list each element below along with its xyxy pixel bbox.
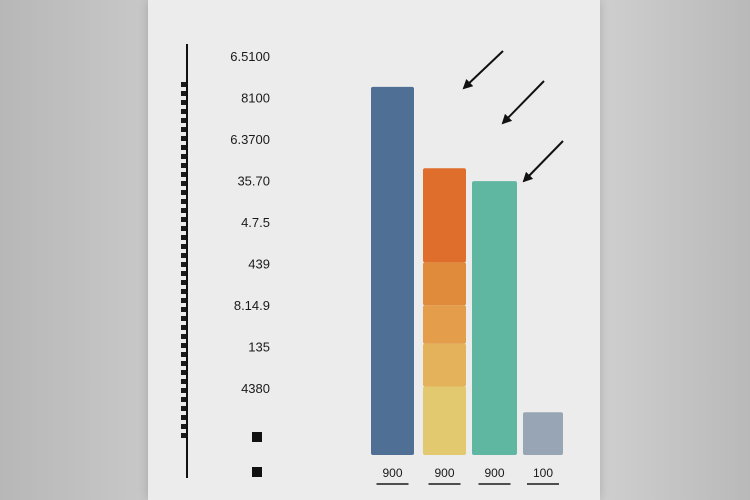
y-tick-label: 439 (248, 257, 270, 272)
x-tick-label: 900 (434, 466, 454, 480)
y-tick-labels: 6.5100 8100 6.3700 35.70 4.7.5 439 8.14.9 135 43… (230, 49, 270, 396)
axis-tick-mark (181, 307, 186, 312)
bar-segment (423, 305, 466, 344)
y-tick-label: 35.70 (237, 174, 270, 189)
axis-tick-mark (181, 118, 186, 123)
y-tick-label: 135 (248, 340, 270, 355)
axis-tick-mark (181, 370, 186, 375)
axis-tick-mark (181, 163, 186, 168)
axis-tick-mark (181, 100, 186, 105)
axis-tick-mark (181, 415, 186, 420)
legend-marker (252, 467, 262, 477)
axis-tick-mark (181, 325, 186, 330)
axis-tick-mark (181, 109, 186, 114)
bar-segment (423, 262, 466, 306)
axis-tick-mark (181, 208, 186, 213)
axis-tick-mark (181, 136, 186, 141)
axis-tick-mark (181, 352, 186, 357)
y-tick-label: 4.7.5 (241, 215, 270, 230)
axis-tick-mark (181, 388, 186, 393)
axis-tick-mark (181, 244, 186, 249)
axis-tick-mark (181, 199, 186, 204)
axis-tick-mark (181, 379, 186, 384)
axis-tick-mark (181, 262, 186, 267)
axis-tick-mark (181, 433, 186, 438)
annotation-arrow (462, 50, 504, 90)
axis-tick-mark (181, 190, 186, 195)
x-tick-label: 900 (382, 466, 402, 480)
x-tick-labels: 900 900 900 100 (376, 466, 559, 485)
x-tick-label: 100 (533, 466, 553, 480)
legend-marker (252, 432, 262, 442)
bar-segment (423, 343, 466, 387)
bar-segment (423, 386, 466, 455)
annotation-arrow (522, 140, 564, 183)
axis-tick-mark (181, 397, 186, 402)
axis-tick-mark (181, 145, 186, 150)
axis-tick-mark (181, 271, 186, 276)
y-tick-label: 6.3700 (230, 132, 270, 147)
axis-tick-mark (181, 82, 186, 87)
x-tick-label: 900 (484, 466, 504, 480)
background-right (600, 0, 750, 500)
y-tick-label: 4380 (241, 381, 270, 396)
y-axis-marks (181, 82, 186, 438)
axis-tick-mark (181, 424, 186, 429)
bars (371, 86, 563, 456)
axis-tick-mark (181, 91, 186, 96)
bar-segment (371, 86, 414, 456)
bar-segment (523, 412, 563, 455)
axis-tick-mark (181, 316, 186, 321)
axis-tick-mark (181, 127, 186, 132)
axis-tick-mark (181, 298, 186, 303)
axis-tick-mark (181, 154, 186, 159)
bar-segment (423, 168, 466, 263)
background-left (0, 0, 148, 500)
axis-tick-mark (181, 280, 186, 285)
axis-tick-mark (181, 343, 186, 348)
axis-tick-mark (181, 217, 186, 222)
y-tick-label: 8100 (241, 91, 270, 106)
annotation-arrow (501, 80, 545, 125)
axis-tick-mark (181, 289, 186, 294)
axis-tick-mark (181, 334, 186, 339)
axis-tick-mark (181, 361, 186, 366)
axis-tick-mark (181, 253, 186, 258)
axis-tick-mark (181, 406, 186, 411)
y-tick-label: 8.14.9 (234, 298, 270, 313)
bar-segment (472, 181, 517, 455)
axis-tick-mark (181, 181, 186, 186)
axis-tick-mark (181, 172, 186, 177)
axis-tick-mark (181, 235, 186, 240)
y-tick-label: 6.5100 (230, 49, 270, 64)
axis-tick-mark (181, 226, 186, 231)
